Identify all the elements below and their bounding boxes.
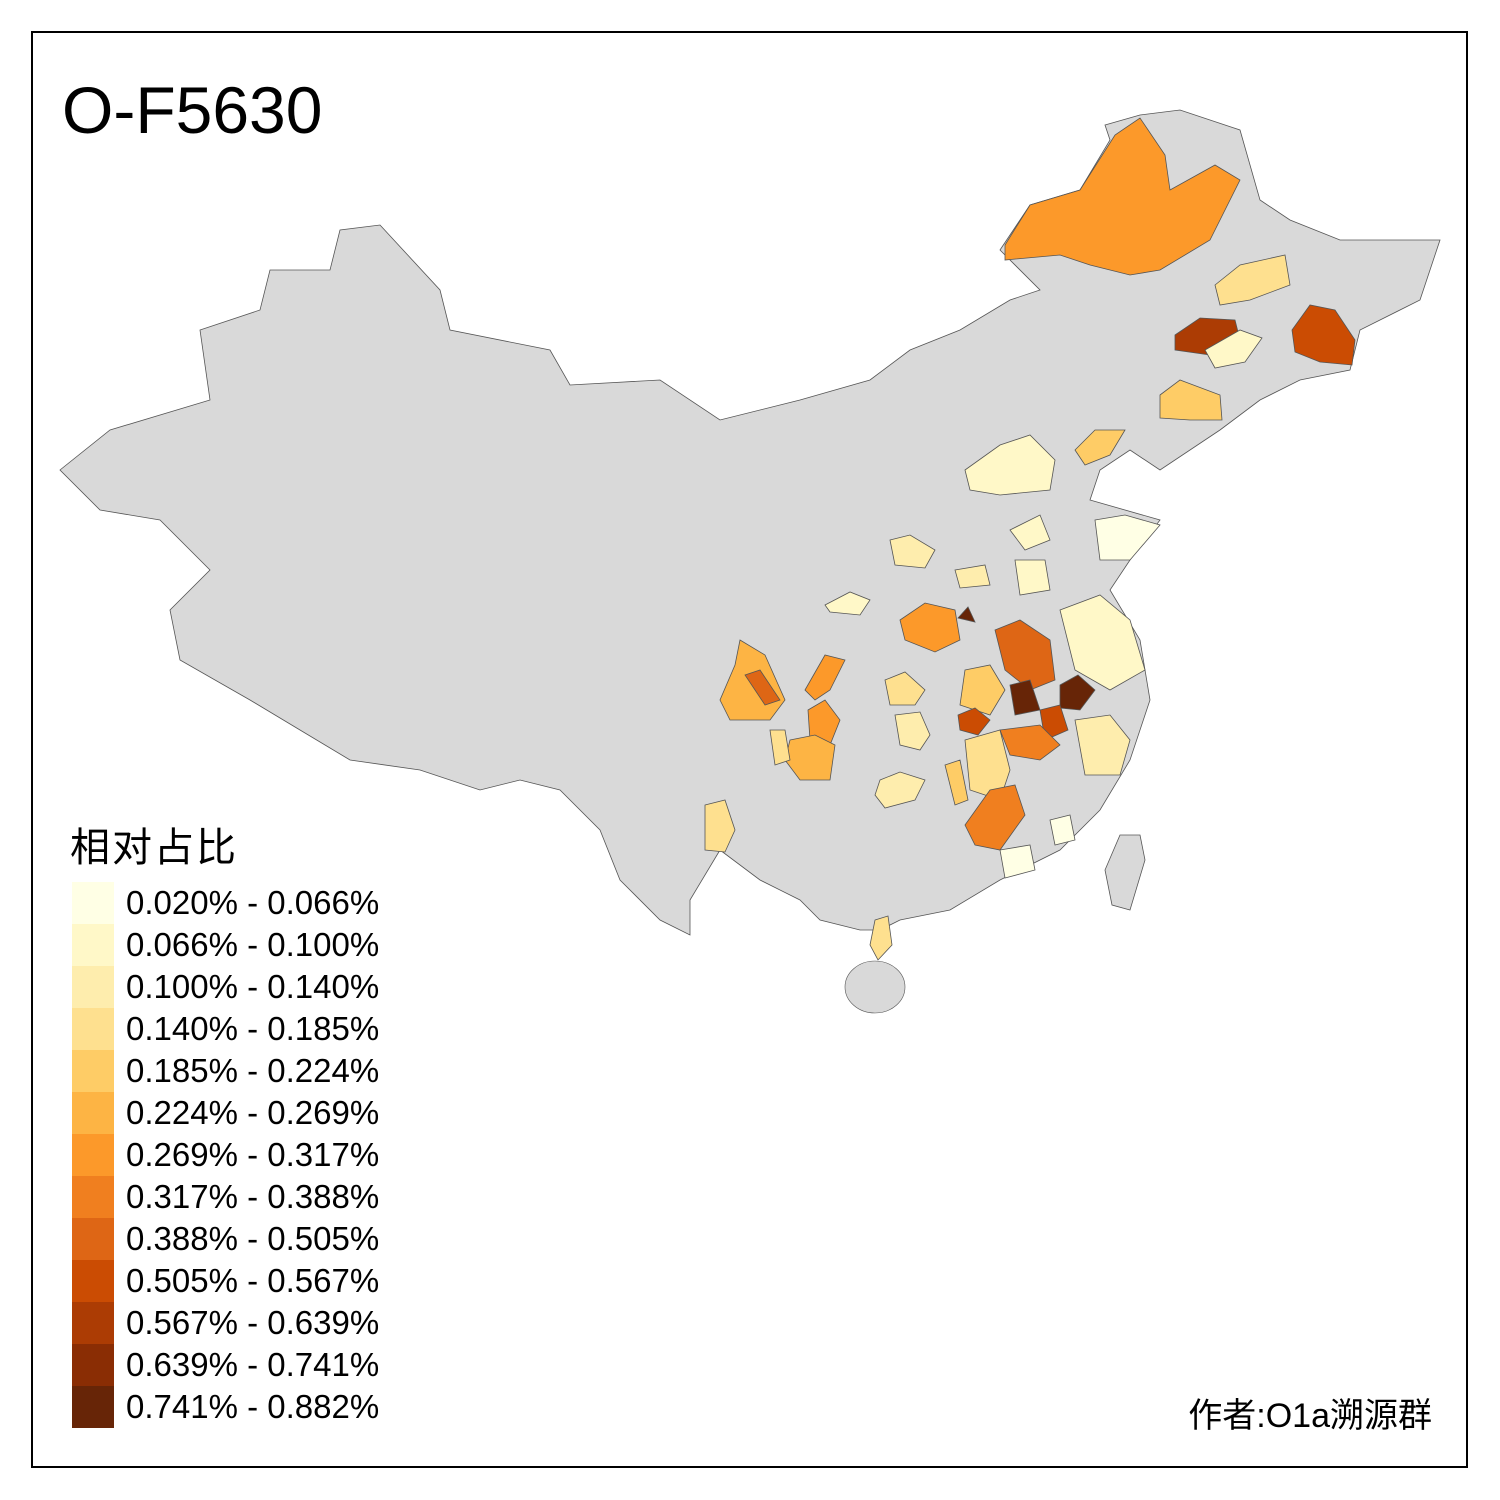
region — [894, 711, 931, 751]
legend-swatch — [72, 1302, 114, 1344]
legend-swatch — [72, 1092, 114, 1134]
legend-title: 相对占比 — [70, 826, 238, 870]
legend-label: 0.741% - 0.882% — [126, 1388, 380, 1425]
legend-swatch — [72, 924, 114, 966]
region — [999, 724, 1061, 761]
legend-label: 0.066% - 0.100% — [126, 926, 380, 963]
region-hulunbuir — [1004, 117, 1241, 276]
region — [824, 591, 871, 616]
legend-item: 0.317% - 0.388% — [72, 1176, 379, 1218]
legend-item: 0.505% - 0.567% — [72, 1260, 379, 1302]
map-title: O-F5630 — [62, 73, 323, 147]
legend-item: 0.639% - 0.741% — [72, 1344, 379, 1386]
region — [1074, 714, 1131, 776]
region — [807, 699, 841, 746]
region — [994, 619, 1056, 691]
legend-swatch — [72, 966, 114, 1008]
region — [704, 799, 736, 853]
region — [1159, 379, 1223, 421]
region — [1291, 304, 1356, 366]
legend-label: 0.388% - 0.505% — [126, 1220, 380, 1257]
legend-label: 0.567% - 0.639% — [126, 1304, 380, 1341]
legend-swatch — [72, 1176, 114, 1218]
region — [869, 915, 893, 961]
legend-swatch — [72, 1260, 114, 1302]
region — [1049, 814, 1076, 846]
region — [1009, 514, 1051, 551]
region — [964, 434, 1056, 496]
legend-label: 0.317% - 0.388% — [126, 1178, 380, 1215]
legend-label: 0.140% - 0.185% — [126, 1010, 380, 1047]
legend-swatch — [72, 1344, 114, 1386]
region — [957, 707, 991, 736]
region — [959, 664, 1006, 716]
china-outline — [59, 109, 1441, 936]
legend-item: 0.185% - 0.224% — [72, 1050, 379, 1092]
taiwan-island — [1104, 834, 1146, 911]
region — [1059, 674, 1096, 711]
legend-label: 0.505% - 0.567% — [126, 1262, 380, 1299]
legend-label: 0.639% - 0.741% — [126, 1346, 380, 1383]
legend-item: 0.567% - 0.639% — [72, 1302, 379, 1344]
region — [874, 771, 926, 809]
map-frame — [31, 31, 1468, 1468]
region — [769, 729, 791, 766]
region — [1214, 254, 1291, 306]
region — [944, 759, 969, 806]
legend-swatch — [72, 882, 114, 924]
author-credit: 作者:O1a溯源群 — [1188, 1397, 1432, 1435]
legend-item: 0.224% - 0.269% — [72, 1092, 379, 1134]
region — [744, 669, 781, 706]
legend-item: 0.100% - 0.140% — [72, 966, 379, 1008]
legend-item: 0.269% - 0.317% — [72, 1134, 379, 1176]
region — [899, 602, 961, 653]
legend-label: 0.269% - 0.317% — [126, 1136, 380, 1173]
region — [964, 784, 1026, 851]
region — [889, 534, 936, 569]
region — [1074, 429, 1126, 466]
legend-item: 0.741% - 0.882% — [72, 1386, 379, 1428]
legend-item: 0.388% - 0.505% — [72, 1218, 379, 1260]
legend-swatch — [72, 1050, 114, 1092]
legend-swatch — [72, 1386, 114, 1428]
region — [964, 729, 1011, 801]
region — [1094, 514, 1161, 561]
legend-label: 0.185% - 0.224% — [126, 1052, 380, 1089]
hainan-island — [844, 960, 906, 1014]
region — [1204, 329, 1263, 369]
legend-swatch — [72, 1008, 114, 1050]
legend-item: 0.140% - 0.185% — [72, 1008, 379, 1050]
legend-label: 0.020% - 0.066% — [126, 884, 380, 921]
region — [804, 654, 846, 701]
legend-swatch — [72, 1134, 114, 1176]
legend-item: 0.066% - 0.100% — [72, 924, 379, 966]
region — [884, 671, 926, 706]
region — [999, 844, 1036, 879]
legend-swatch — [72, 1218, 114, 1260]
legend-item: 0.020% - 0.066% — [72, 882, 379, 924]
region — [1059, 594, 1146, 691]
region — [957, 606, 976, 623]
region — [954, 564, 991, 589]
legend-label: 0.100% - 0.140% — [126, 968, 380, 1005]
legend-label: 0.224% - 0.269% — [126, 1094, 380, 1131]
region — [1014, 559, 1051, 596]
legend: 0.020% - 0.066% 0.066% - 0.100% 0.100% - 0… — [72, 882, 379, 1428]
